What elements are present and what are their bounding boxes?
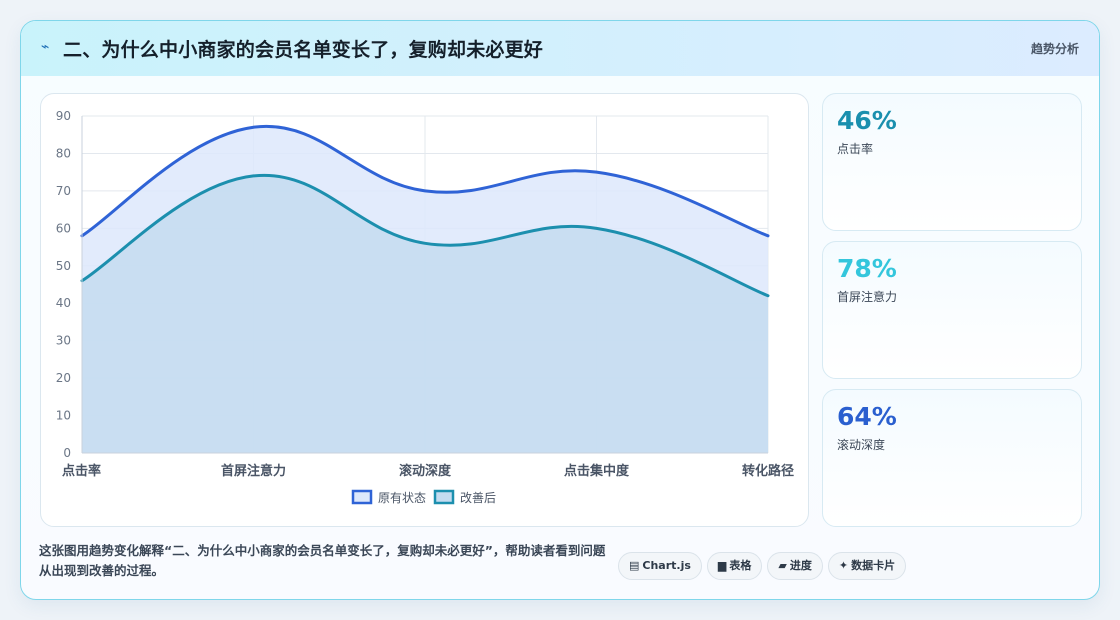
legend-label-1: 原有状态 (378, 491, 426, 505)
kpi-card-1: 46% 点击率 (822, 93, 1082, 231)
legend-label-2: 改善后 (460, 490, 496, 505)
legend-swatch-1 (351, 489, 373, 505)
section-tag: 趋势分析 (1030, 42, 1079, 56)
y-tick-label: 60 (56, 221, 71, 235)
kpi-label: 首屏注意力 (837, 290, 898, 304)
y-tick-label: 10 (56, 409, 71, 423)
section-header: ⌁ 二、为什么中小商家的会员名单变长了，复购却未必更好 趋势分析 (21, 21, 1099, 76)
series-line-2 (80, 173, 770, 298)
y-tick-label: 30 (56, 334, 71, 348)
chip-label: Chart.js (642, 559, 691, 572)
trend-chart: 0 10 20 30 40 50 60 70 80 90 点击率 首屏注意力 滚动深度 点击集中度 转化路径… (56, 109, 794, 505)
chip-label: 表格 (729, 559, 752, 572)
y-tick-label: 80 (56, 146, 71, 160)
x-tick-label: 点击集中度 (564, 463, 630, 479)
y-tick-label: 50 (56, 259, 71, 273)
kpi-label: 点击率 (837, 142, 874, 156)
kpi-label: 滚动深度 (837, 438, 886, 452)
x-tick-label: 点击率 (62, 463, 101, 479)
y-tick-label: 20 (56, 371, 71, 385)
chart-icon: ▤ (629, 559, 640, 572)
section-title: 二、为什么中小商家的会员名单变长了，复购却未必更好 (63, 39, 544, 61)
chart-description: 这张图用趋势变化解释“二、为什么中小商家的会员名单变长了，复购却未必更好”，帮助… (39, 543, 606, 578)
chip-label: 进度 (789, 559, 812, 572)
y-tick-label: 0 (63, 446, 71, 460)
progress-icon: ▰ (778, 559, 787, 572)
x-tick-label: 转化路径 (742, 463, 794, 479)
chip-table[interactable]: ▆ 表格 (706, 552, 763, 580)
x-tick-label: 滚动深度 (399, 463, 452, 479)
series-line-1 (80, 124, 770, 238)
sparkle-icon: ✦ (838, 559, 849, 572)
lightning-icon: ⌁ (41, 39, 50, 55)
chip-label: 数据卡片 (851, 559, 896, 572)
kpi-value: 46% (837, 106, 897, 135)
kpi-card-3: 64% 滚动深度 (822, 389, 1082, 527)
chip-progress[interactable]: ▰ 进度 (767, 552, 823, 580)
article-card: ⌁ 二、为什么中小商家的会员名单变长了，复购却未必更好 趋势分析 0 10 20 30… (20, 20, 1100, 600)
chip-row: ▤ Chart.js ▆ 表格 ▰ 进度 ✦ 数据卡片 (618, 552, 911, 582)
kpi-value: 78% (837, 254, 897, 283)
y-tick-label: 70 (56, 184, 71, 198)
kpi-value: 64% (837, 402, 897, 431)
y-tick-label: 40 (56, 296, 71, 310)
chip-data-card[interactable]: ✦ 数据卡片 (827, 552, 907, 580)
y-tick-label: 90 (56, 109, 71, 123)
kpi-card-2: 78% 首屏注意力 (822, 241, 1082, 379)
series-area-2 (82, 175, 768, 453)
chart-panel: 0 10 20 30 40 50 60 70 80 90 点击率 首屏注意力 滚动深度 点击集中度 转化路径… (40, 93, 809, 527)
chip-chartjs[interactable]: ▤ Chart.js (618, 552, 702, 580)
table-icon: ▆ (717, 559, 727, 572)
legend-swatch-2 (433, 489, 455, 505)
x-tick-label: 首屏注意力 (221, 463, 286, 479)
